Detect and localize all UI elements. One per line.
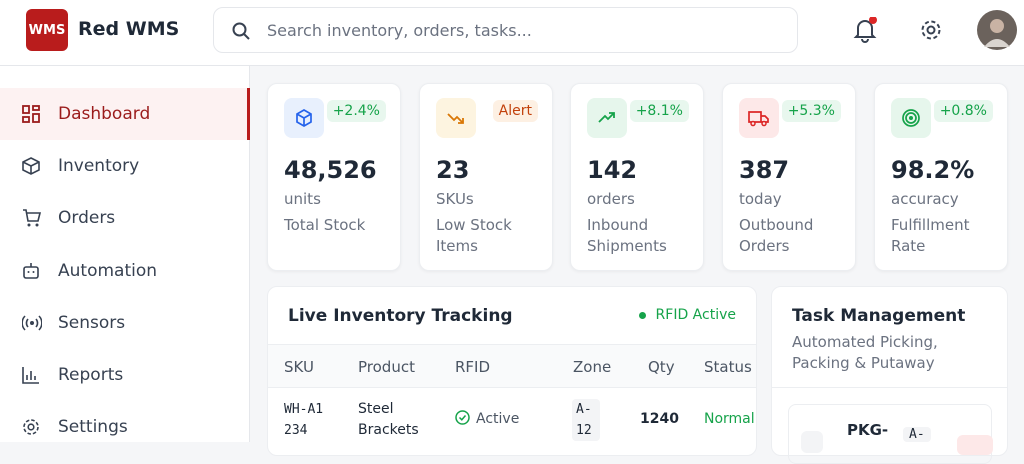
table-header: SKU Product RFID Zone Qty Status — [268, 344, 756, 388]
sidebar: Dashboard Inventory Orders Automation Se… — [0, 66, 250, 442]
stat-unit: orders — [587, 190, 635, 208]
stat-value: 387 — [739, 156, 790, 184]
change-badge: +8.1% — [629, 100, 689, 122]
nav-item[interactable]: Reports — [0, 349, 250, 401]
column-header: Zone — [573, 358, 612, 376]
change-badge: +2.4% — [326, 100, 386, 122]
nav-item[interactable]: Inventory — [0, 140, 250, 192]
task-zone: A- — [903, 427, 931, 442]
nav-item[interactable]: Orders — [0, 192, 250, 244]
panel-title: Live Inventory Tracking — [288, 306, 513, 326]
settings-button[interactable] — [919, 18, 943, 42]
stat-value: 23 — [436, 156, 470, 184]
stat-card: +5.3% 387 today Outbound Orders — [722, 83, 856, 271]
page: WMS Red WMS Search inventory, orders, ta… — [0, 0, 1024, 442]
task-panel: Task Management Automated Picking, Packi… — [771, 286, 1008, 464]
rfid-cell: Active — [455, 409, 519, 430]
stat-label: Total Stock — [284, 216, 366, 234]
stat-card: +2.4% 48,526 units Total Stock — [267, 83, 401, 271]
sku-cell: WH-A1234 — [284, 402, 324, 438]
stat-unit: units — [284, 190, 321, 208]
nav-label: Inventory — [58, 156, 140, 176]
column-header: SKU — [284, 358, 314, 376]
change-badge: +0.8% — [933, 100, 993, 122]
nav-item[interactable]: Settings — [0, 401, 250, 453]
stat-label: Low Stock Items — [436, 216, 512, 255]
stat-label: Inbound Shipments — [587, 216, 667, 255]
product-cell: Steel Brackets — [358, 401, 419, 438]
nav-label: Automation — [58, 261, 158, 281]
task-id: PKG- — [847, 421, 889, 439]
change-badge: +5.3% — [781, 100, 841, 122]
avatar[interactable] — [976, 9, 1018, 51]
nav-label: Dashboard — [58, 104, 151, 124]
search-box[interactable]: Search inventory, orders, tasks... — [213, 7, 798, 53]
status-cell: Normal — [704, 411, 755, 427]
notification-button[interactable] — [852, 17, 878, 43]
rfid-status: RFID Active — [639, 307, 736, 323]
nav-label: Settings — [58, 417, 128, 437]
nav-item[interactable]: Automation — [0, 245, 250, 297]
stat-unit: SKUs — [436, 190, 474, 208]
panel-title: Task Management — [792, 306, 966, 326]
alert-badge: Alert — [492, 100, 538, 122]
column-header: RFID — [455, 358, 491, 376]
stat-card: +8.1% 142 orders Inbound Shipments — [570, 83, 704, 271]
stat-label: Fulfillment Rate — [891, 216, 970, 255]
inventory-panel: Live Inventory Tracking RFID Active SKU … — [267, 286, 757, 456]
column-header: Qty — [648, 358, 675, 376]
header: WMS Red WMS Search inventory, orders, ta… — [0, 0, 1024, 66]
panel-subtitle: Automated Picking, Packing & Putaway — [792, 333, 938, 372]
nav-item[interactable]: Dashboard — [0, 88, 250, 140]
column-header: Product — [358, 358, 415, 376]
nav-label: Reports — [58, 365, 124, 385]
rfid-text: Active — [476, 411, 520, 427]
stat-value: 98.2% — [891, 156, 975, 184]
qty-cell: 1240 — [640, 411, 679, 427]
logo[interactable]: WMS — [26, 9, 68, 51]
stat-card: Alert 23 SKUs Low Stock Items — [419, 83, 553, 271]
zone-cell: A-12 — [572, 399, 600, 441]
stat-unit: accuracy — [891, 190, 959, 208]
stat-label: Outbound Orders — [739, 216, 814, 255]
nav-label: Sensors — [58, 313, 126, 333]
nav-item[interactable]: Sensors — [0, 297, 250, 349]
stat-card: +0.8% 98.2% accuracy Fulfillment Rate — [874, 83, 1008, 271]
nav-label: Orders — [58, 208, 116, 228]
column-header: Status — [704, 358, 752, 376]
stat-value: 48,526 — [284, 156, 377, 184]
search-icon — [232, 22, 250, 40]
task-item[interactable]: PKG- A- — [788, 404, 993, 464]
search-placeholder: Search inventory, orders, tasks... — [267, 21, 532, 40]
brand[interactable]: Red WMS — [78, 18, 180, 40]
stat-value: 142 — [587, 156, 638, 184]
stat-unit: today — [739, 190, 782, 208]
